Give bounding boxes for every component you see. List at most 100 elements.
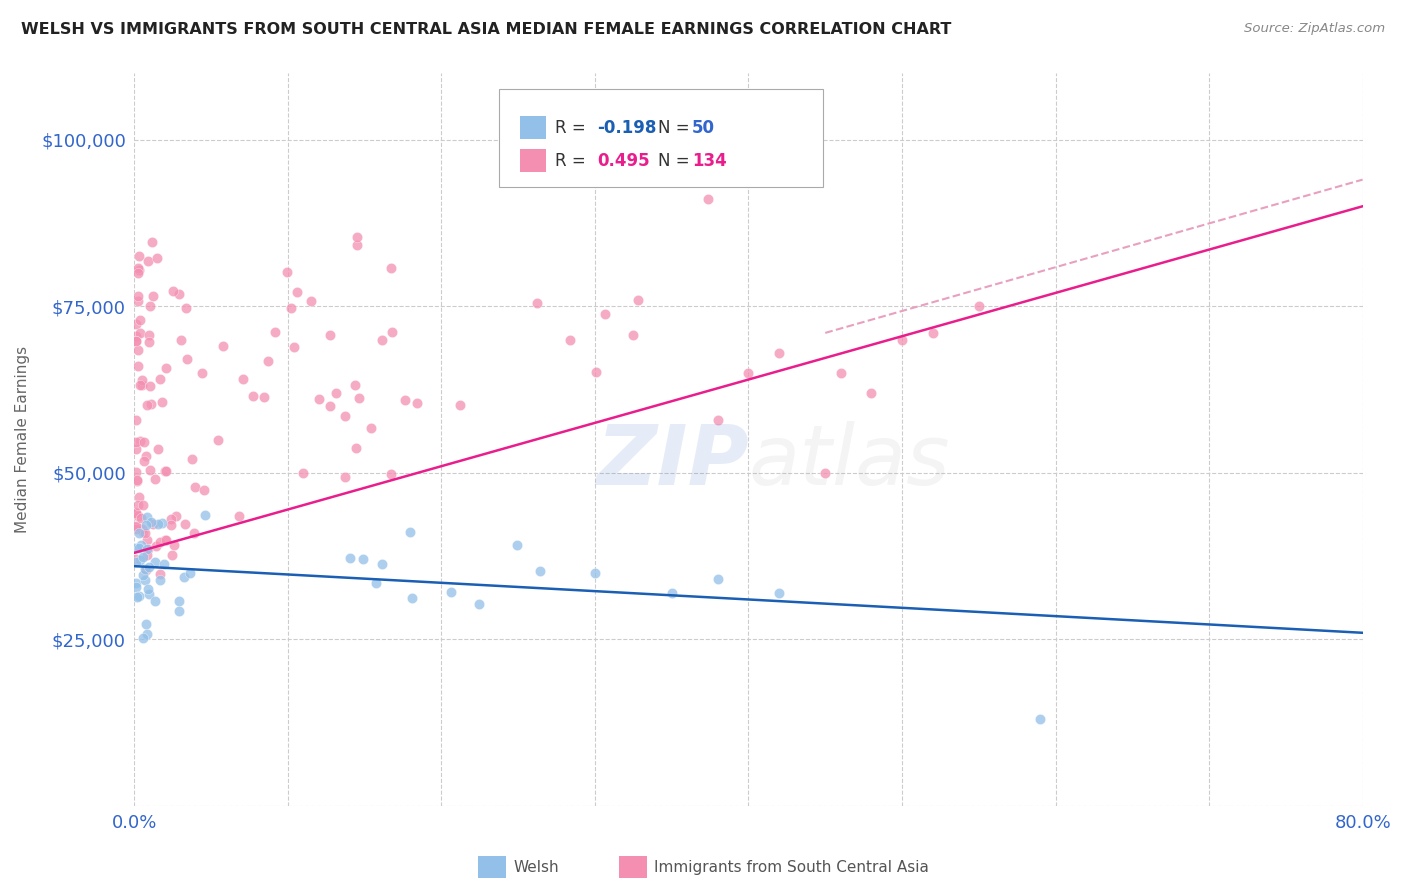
- Point: [141, 397, 163, 411]
- Point: [149, 567, 172, 582]
- Point: [737, 366, 759, 380]
- Point: [141, 235, 163, 249]
- Point: [333, 470, 356, 484]
- Point: [1029, 713, 1052, 727]
- Point: [193, 483, 215, 497]
- Point: [134, 525, 156, 540]
- Point: [352, 552, 374, 566]
- Point: [621, 327, 644, 342]
- Point: [179, 566, 201, 580]
- Point: [380, 467, 402, 481]
- Point: [162, 548, 184, 562]
- Point: [125, 552, 148, 566]
- Point: [143, 472, 166, 486]
- Y-axis label: Median Female Earnings: Median Female Earnings: [15, 346, 30, 533]
- Text: ZIP: ZIP: [596, 421, 748, 502]
- Point: [174, 301, 197, 315]
- Point: [212, 339, 235, 353]
- Point: [136, 510, 159, 524]
- Point: [280, 301, 302, 316]
- Point: [697, 192, 720, 206]
- Point: [135, 533, 157, 547]
- Point: [125, 413, 148, 427]
- Point: [131, 498, 153, 512]
- Point: [967, 299, 990, 313]
- Point: [128, 589, 150, 603]
- Point: [891, 333, 914, 347]
- Point: [136, 627, 159, 641]
- Point: [132, 549, 155, 564]
- Text: N =: N =: [658, 119, 695, 136]
- Point: [143, 594, 166, 608]
- Point: [232, 371, 254, 385]
- Point: [125, 435, 148, 450]
- Text: R =: R =: [555, 119, 592, 136]
- Point: [125, 506, 148, 520]
- Point: [506, 538, 529, 552]
- Point: [170, 333, 193, 347]
- Point: [346, 237, 368, 252]
- Point: [136, 542, 159, 557]
- Point: [134, 435, 156, 450]
- Point: [285, 285, 308, 299]
- Point: [360, 421, 382, 435]
- Point: [127, 474, 149, 488]
- Point: [131, 377, 153, 392]
- Point: [593, 307, 616, 321]
- Point: [128, 526, 150, 541]
- Point: [283, 340, 305, 354]
- Point: [155, 463, 177, 477]
- Point: [325, 386, 347, 401]
- Point: [370, 333, 392, 347]
- Point: [141, 515, 163, 529]
- Point: [526, 295, 548, 310]
- Text: R =: R =: [555, 152, 592, 169]
- Point: [160, 512, 183, 526]
- Point: [830, 366, 852, 380]
- Text: Welsh: Welsh: [513, 860, 558, 874]
- Point: [135, 449, 157, 463]
- Point: [371, 558, 394, 572]
- Point: [439, 585, 461, 599]
- Point: [138, 587, 160, 601]
- Point: [132, 524, 155, 539]
- Point: [139, 379, 162, 393]
- Point: [346, 230, 368, 244]
- Point: [125, 520, 148, 534]
- Point: [131, 373, 153, 387]
- Point: [134, 562, 156, 576]
- Point: [125, 317, 148, 331]
- Point: [401, 591, 423, 605]
- Point: [707, 573, 730, 587]
- Point: [127, 289, 149, 303]
- Point: [149, 372, 172, 386]
- Point: [174, 516, 197, 531]
- Point: [138, 334, 160, 349]
- Point: [661, 586, 683, 600]
- Point: [125, 334, 148, 349]
- Point: [167, 603, 190, 617]
- Point: [768, 346, 790, 360]
- Point: [150, 394, 173, 409]
- Point: [143, 555, 166, 569]
- Point: [768, 586, 790, 600]
- Point: [146, 517, 169, 532]
- Point: [125, 506, 148, 520]
- Point: [125, 580, 148, 594]
- Point: [125, 576, 148, 591]
- Point: [468, 597, 491, 611]
- Point: [135, 518, 157, 533]
- Text: 50: 50: [692, 119, 714, 136]
- Point: [173, 570, 195, 584]
- Point: [344, 441, 367, 455]
- Text: 0.495: 0.495: [598, 152, 650, 169]
- Point: [191, 367, 214, 381]
- Point: [127, 293, 149, 308]
- Point: [131, 522, 153, 536]
- Point: [529, 564, 551, 578]
- Point: [128, 326, 150, 340]
- Point: [405, 396, 427, 410]
- Point: [128, 262, 150, 277]
- Point: [125, 519, 148, 533]
- Point: [127, 266, 149, 280]
